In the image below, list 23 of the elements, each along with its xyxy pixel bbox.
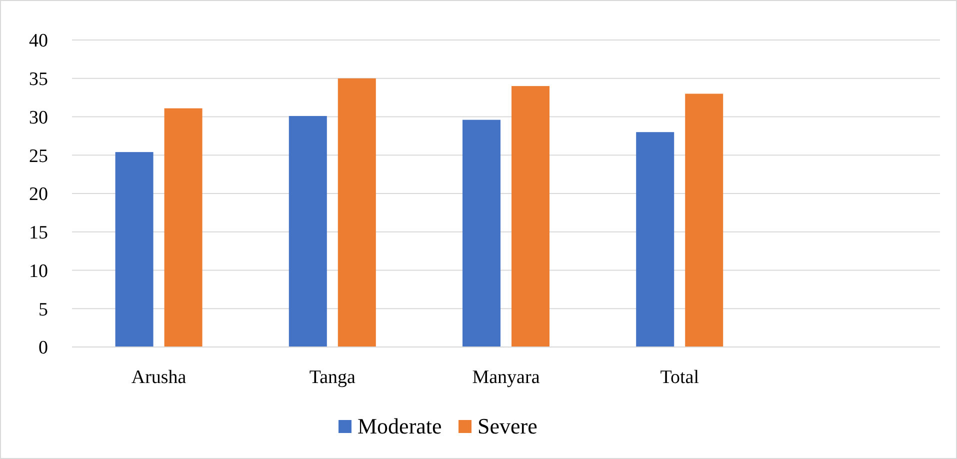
y-tick-label: 35 (29, 69, 48, 90)
y-tick-label: 40 (29, 30, 48, 52)
bar (512, 86, 550, 347)
y-tick-label: 0 (38, 338, 48, 359)
legend-label: Severe (478, 414, 538, 439)
x-tick-label: Arusha (131, 367, 187, 388)
y-tick-label: 15 (29, 222, 48, 244)
x-tick-label: Tanga (309, 367, 356, 388)
legend-label: Moderate (358, 414, 442, 439)
y-tick-label: 20 (29, 184, 48, 206)
y-tick-label: 25 (29, 146, 48, 167)
bar (164, 108, 202, 347)
bar (288, 116, 327, 347)
bar (685, 94, 724, 347)
bar (115, 152, 154, 347)
bar (462, 120, 500, 347)
bar (338, 78, 376, 347)
y-tick-label: 5 (38, 299, 48, 320)
x-tick-label: Total (660, 367, 699, 388)
bar (636, 132, 674, 347)
y-tick-label: 30 (29, 107, 48, 128)
y-tick-label: 10 (29, 260, 48, 282)
x-tick-label: Manyara (472, 367, 540, 388)
